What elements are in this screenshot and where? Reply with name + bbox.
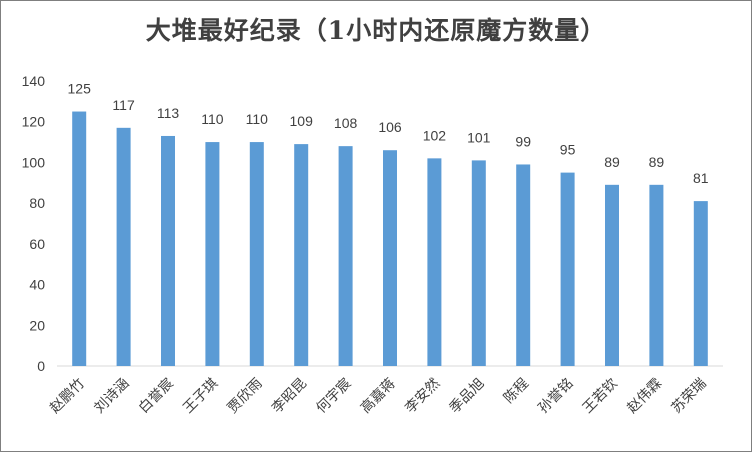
category-label: 王子琪 — [180, 376, 221, 417]
bar — [205, 142, 220, 366]
bar — [427, 158, 442, 366]
bar — [161, 135, 175, 366]
y-tick-label: 140 — [22, 73, 46, 89]
category-label: 赵鹏竹 — [47, 376, 88, 417]
y-tick-label: 80 — [29, 195, 45, 211]
chart-title: 大堆最好纪录（1小时内还原魔方数量） — [145, 16, 607, 45]
data-label: 89 — [604, 154, 620, 170]
data-label: 89 — [649, 154, 665, 170]
bar — [72, 111, 87, 367]
bar — [383, 150, 397, 366]
data-label: 101 — [467, 129, 491, 145]
data-label: 102 — [423, 127, 447, 143]
category-label: 何宇宸 — [313, 375, 355, 417]
category-label: 赵伟霖 — [624, 376, 665, 417]
category-label: 孙誉铭 — [535, 376, 576, 417]
bar — [249, 142, 264, 366]
y-tick-label: 120 — [22, 114, 46, 130]
data-label: 81 — [693, 170, 709, 186]
category-label: 白誉宸 — [135, 375, 177, 417]
y-tick-label: 100 — [22, 154, 46, 170]
category-label: 李昭昆 — [269, 376, 310, 417]
data-label: 113 — [157, 105, 180, 121]
bar — [649, 184, 664, 366]
bar — [560, 172, 575, 366]
category-label: 贾欣雨 — [225, 376, 266, 417]
bar — [693, 201, 708, 366]
y-tick-label: 0 — [37, 358, 45, 374]
data-label: 95 — [560, 142, 576, 158]
data-label: 106 — [378, 119, 402, 135]
data-label: 99 — [515, 133, 531, 149]
bar — [116, 127, 131, 366]
bar — [605, 184, 619, 366]
y-tick-label: 20 — [29, 317, 45, 333]
bar — [338, 146, 353, 366]
bar — [516, 164, 531, 366]
y-tick-label: 40 — [29, 277, 45, 293]
category-label: 陈程 — [500, 375, 532, 407]
data-label: 117 — [112, 97, 135, 113]
category-label: 王若钦 — [580, 376, 621, 417]
category-label: 李安然 — [402, 375, 444, 417]
category-label: 季品旭 — [447, 376, 488, 417]
category-label: 苏荣瑞 — [669, 376, 710, 417]
data-label: 108 — [334, 115, 358, 131]
category-label: 高嘉蒋 — [357, 375, 399, 417]
bar — [471, 160, 486, 366]
bar — [294, 144, 309, 366]
category-label: 刘诗涵 — [91, 376, 132, 417]
y-tick-label: 60 — [29, 236, 45, 252]
data-label: 109 — [290, 113, 314, 129]
data-label: 110 — [246, 111, 269, 127]
data-label: 110 — [201, 111, 224, 127]
data-label: 125 — [68, 81, 92, 97]
